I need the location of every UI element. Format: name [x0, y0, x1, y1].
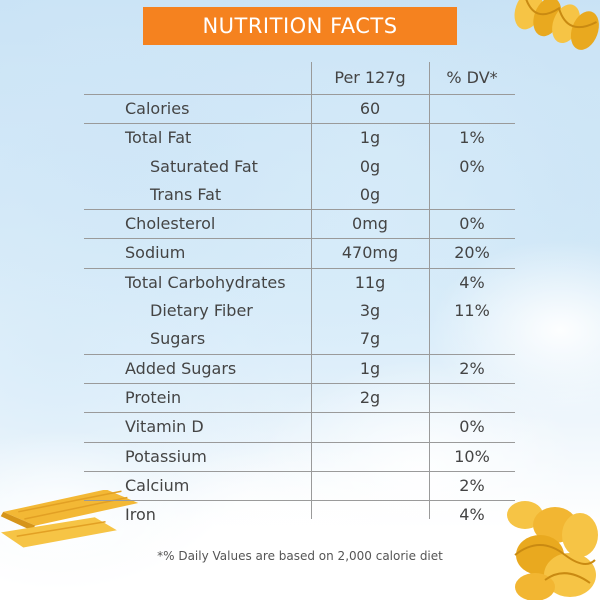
- nutrient-dv: 0%: [459, 214, 485, 234]
- table-row: Potassium 10%: [84, 443, 515, 472]
- table-row: Total Carbohydrates 11g 4%: [84, 269, 515, 297]
- nutrient-name: Cholesterol: [125, 214, 216, 234]
- nutrient-dv: 2%: [459, 358, 485, 378]
- nutrient-amount: 0mg: [352, 214, 388, 234]
- table-row: Protein 2g: [84, 384, 515, 414]
- table-row: Sugars 7g: [84, 325, 515, 355]
- table-row: Total Fat 1g 1%: [84, 124, 515, 152]
- nutrient-dv: 20%: [454, 243, 490, 263]
- table-row: Iron 4%: [84, 501, 515, 529]
- table-row: Saturated Fat 0g 0%: [84, 153, 515, 181]
- nutrient-amount: 1g: [359, 128, 381, 148]
- title-text: NUTRITION FACTS: [202, 14, 398, 38]
- nutrient-name: Saturated Fat: [150, 156, 258, 176]
- nutrient-amount: 470mg: [341, 243, 399, 263]
- nutrient-dv: 4%: [459, 272, 485, 292]
- nutrient-name: Total Fat: [125, 128, 192, 148]
- column-divider-dv: [429, 62, 430, 519]
- nutrient-dv: 0%: [459, 417, 485, 437]
- rotini-pasta-bottom-right: [507, 501, 598, 600]
- nutrient-dv: 10%: [454, 446, 490, 466]
- nutrient-dv: 11%: [454, 301, 490, 321]
- nutrient-name: Sugars: [150, 329, 206, 349]
- table-row: Vitamin D 0%: [84, 413, 515, 443]
- nutrient-name: Added Sugars: [125, 358, 237, 378]
- rotini-pasta-top-right: [514, 0, 599, 50]
- table-row: Sodium 470mg 20%: [84, 239, 515, 269]
- nutrient-name: Dietary Fiber: [150, 301, 253, 321]
- nutrient-name: Total Carbohydrates: [125, 272, 286, 292]
- table-row: Added Sugars 1g 2%: [84, 355, 515, 384]
- nutrient-dv: 2%: [459, 475, 485, 495]
- nutrient-dv: 0%: [459, 156, 485, 176]
- nutrition-table: Per 127g % DV* Calories 60 Total Fat 1g …: [84, 62, 515, 529]
- nutrient-amount: 1g: [359, 358, 381, 378]
- nutrient-amount: 11g: [354, 272, 386, 292]
- nutrient-name: Protein: [125, 387, 182, 407]
- nutrient-name: Iron: [125, 505, 156, 525]
- daily-value-footnote: *% Daily Values are based on 2,000 calor…: [157, 549, 443, 563]
- nutrient-name: Calories: [125, 99, 190, 118]
- nutrient-dv: 1%: [459, 128, 485, 148]
- column-divider-amount: [311, 62, 312, 519]
- nutrient-dv: 4%: [459, 505, 485, 525]
- nutrient-name: Trans Fat: [150, 184, 222, 204]
- nutrient-name: Calcium: [125, 475, 190, 495]
- table-row: Calcium 2%: [84, 472, 515, 502]
- table-header: Per 127g % DV*: [84, 62, 515, 95]
- title-banner: NUTRITION FACTS: [143, 7, 457, 45]
- nutrient-amount: 7g: [359, 329, 381, 349]
- nutrient-amount: 0g: [359, 156, 381, 176]
- table-row: Dietary Fiber 3g 11%: [84, 297, 515, 325]
- nutrient-amount: 3g: [359, 301, 381, 321]
- table-row: Cholesterol 0mg 0%: [84, 210, 515, 240]
- nutrient-name: Sodium: [125, 243, 186, 263]
- nutrient-amount: 60: [359, 99, 381, 118]
- table-row: Calories 60: [84, 95, 515, 125]
- amount-column-header: Per 127g: [334, 68, 406, 87]
- nutrient-name: Potassium: [125, 446, 207, 466]
- dv-column-header: % DV*: [446, 68, 498, 87]
- nutrient-amount: 0g: [359, 184, 381, 204]
- nutrient-name: Vitamin D: [125, 417, 204, 437]
- table-row: Trans Fat 0g: [84, 181, 515, 211]
- nutrient-amount: 2g: [359, 387, 381, 407]
